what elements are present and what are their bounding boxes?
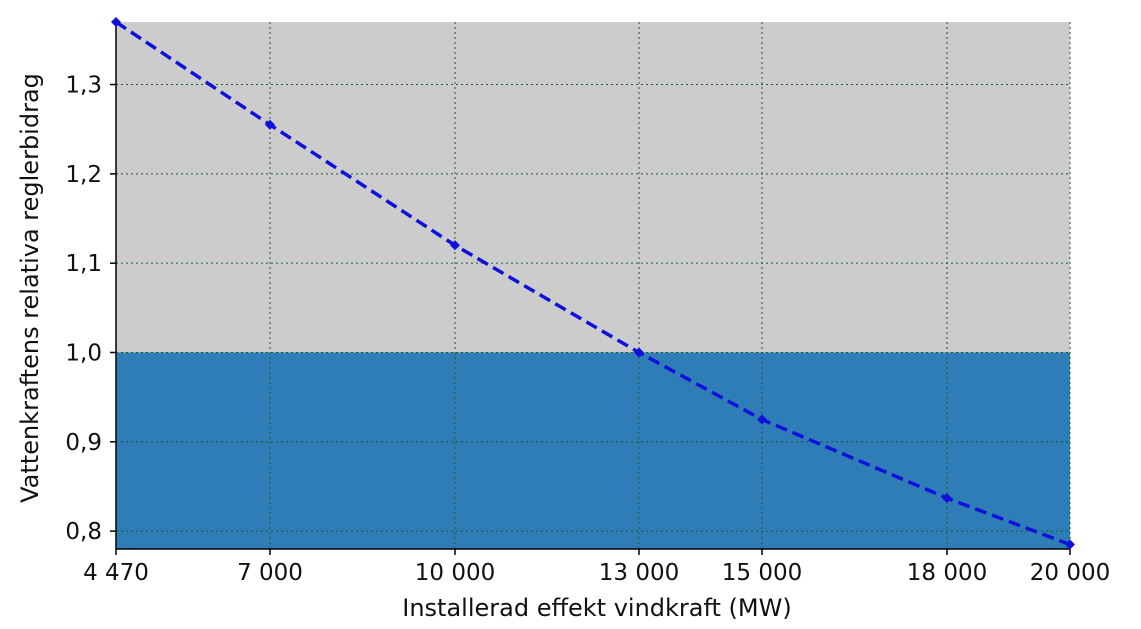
series-layer (111, 17, 1075, 550)
y-axis-ticks: 0,8 0,9 1,0 1,1 1,2 1,3 (65, 73, 116, 545)
x-tick-label: 7 000 (237, 560, 303, 586)
gridlines (116, 22, 1071, 549)
y-tick-label: 0,9 (65, 430, 102, 456)
x-tick-label: 10 000 (415, 560, 495, 586)
y-axis-title: Vattenkraftens relativa reglerbidrag (16, 73, 44, 503)
x-tick-label: 13 000 (599, 560, 679, 586)
background-regions (116, 22, 1070, 549)
data-point (265, 119, 275, 130)
region-band-1 (116, 22, 1070, 353)
x-axis-ticks: 4 470 7 000 10 000 13 000 15 000 18 000 20 000 (83, 549, 1110, 586)
data-point (1065, 539, 1075, 550)
x-tick-label: 4 470 (83, 560, 149, 586)
data-point (942, 493, 952, 504)
x-tick-label: 20 000 (1030, 560, 1110, 586)
data-point (111, 17, 121, 27)
y-tick-label: 1,1 (65, 251, 102, 277)
y-tick-label: 1,2 (65, 162, 102, 188)
data-point (634, 347, 644, 358)
x-axis-title: Installerad effekt vindkraft (MW) (402, 594, 791, 622)
x-tick-label: 15 000 (722, 560, 802, 586)
y-tick-label: 1,3 (65, 73, 102, 99)
y-tick-label: 1,0 (65, 340, 102, 366)
region-band-0 (116, 352, 1070, 549)
x-tick-label: 18 000 (907, 560, 987, 586)
data-point (450, 240, 460, 251)
y-tick-label: 0,8 (65, 519, 102, 545)
data-point (757, 414, 767, 425)
axes (115, 22, 1070, 550)
